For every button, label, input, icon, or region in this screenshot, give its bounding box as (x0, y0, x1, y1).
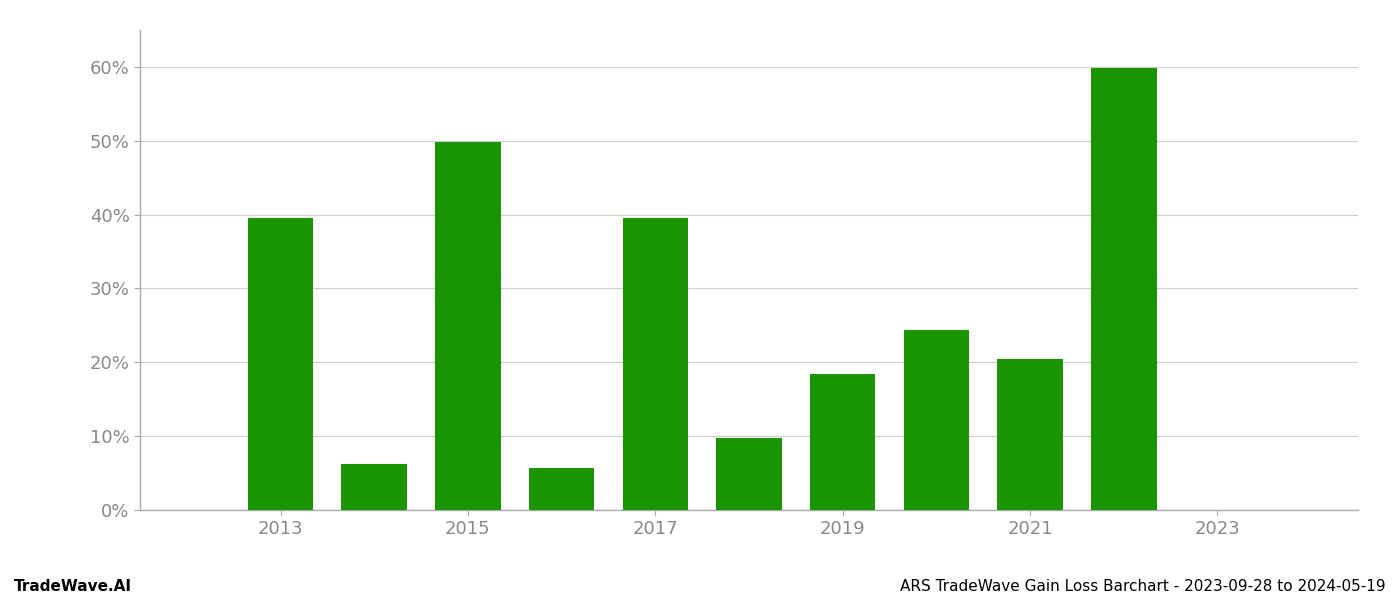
Bar (997, 359, 1063, 510)
Bar (529, 468, 595, 510)
Bar (903, 330, 969, 510)
Bar (248, 218, 314, 510)
Bar (1091, 68, 1156, 510)
Bar (435, 142, 501, 510)
Text: ARS TradeWave Gain Loss Barchart - 2023-09-28 to 2024-05-19: ARS TradeWave Gain Loss Barchart - 2023-… (900, 579, 1386, 594)
Bar (623, 218, 689, 510)
Bar (811, 374, 875, 510)
Bar (342, 464, 407, 510)
Text: TradeWave.AI: TradeWave.AI (14, 579, 132, 594)
Bar (717, 439, 781, 510)
